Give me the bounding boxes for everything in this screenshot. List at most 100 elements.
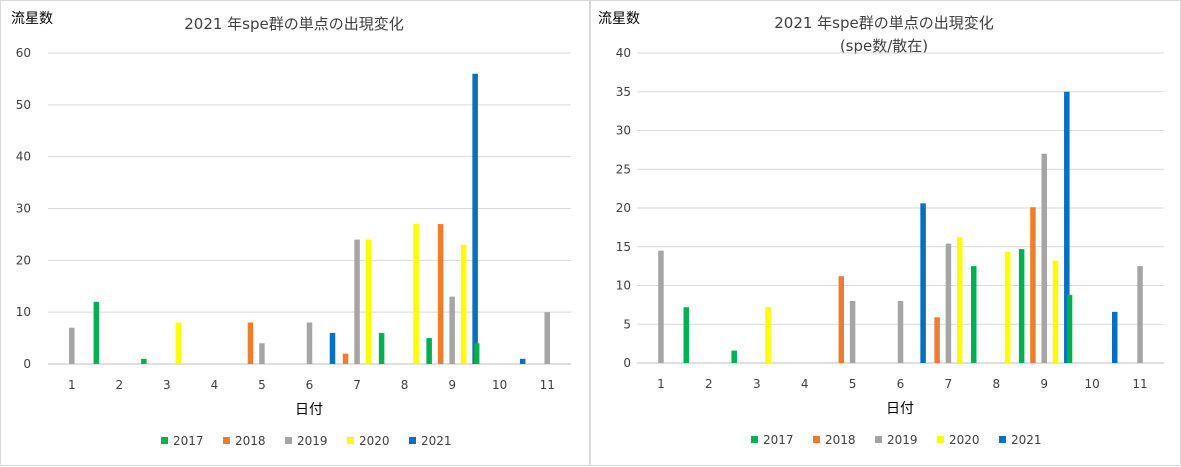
right-x-tick-label: 7 — [945, 377, 953, 391]
left-bar-2017-2 — [93, 301, 100, 364]
left-y-unit-label: 流星数 — [11, 11, 53, 27]
left-y-tick-label: 60 — [16, 46, 31, 60]
left-x-tick-label: 10 — [492, 378, 507, 392]
right-bars — [658, 91, 1143, 363]
left-legend-label-2017: 2017 — [173, 434, 204, 448]
right-bar-2017-10 — [1066, 294, 1073, 363]
left-bar-2017-3 — [141, 358, 147, 364]
right-y-tick-label: 30 — [616, 124, 631, 138]
left-bar-2020-3 — [175, 322, 182, 364]
right-legend-label-2018: 2018 — [825, 433, 856, 447]
left-bar-2018-7 — [342, 353, 349, 364]
left-y-tick-label: 20 — [16, 253, 31, 267]
left-x-axis-title: 日付 — [295, 402, 323, 418]
left-y-tick-labels: 0 10 20 30 40 50 60 — [16, 46, 31, 371]
right-legend-label-2017: 2017 — [763, 433, 794, 447]
chart-panel-right: 流星数 2021 年spe群の単点の出現変化 (spe数/散在) 日付 0 5 10… — [590, 0, 1181, 466]
right-chart-subtitle: (spe数/散在) — [840, 37, 928, 55]
right-x-tick-label: 4 — [801, 377, 809, 391]
right-bar-2020-9 — [1052, 260, 1059, 363]
right-bar-2018-5 — [838, 276, 845, 363]
left-bar-2018-9 — [437, 224, 444, 364]
right-x-tick-label: 10 — [1084, 377, 1099, 391]
left-bar-2019-7 — [354, 239, 360, 364]
right-bar-2017-8 — [970, 266, 977, 363]
left-x-tick-label: 2 — [115, 378, 123, 392]
left-bar-2019-11 — [544, 312, 550, 364]
left-x-tick-label: 6 — [306, 378, 314, 392]
right-bar-2018-7 — [934, 317, 940, 363]
left-gridlines — [48, 52, 571, 365]
right-bar-2021-10 — [1111, 311, 1118, 363]
right-legend-swatch-2019 — [875, 436, 882, 443]
right-bar-2019-7 — [945, 243, 952, 363]
left-x-tick-label: 7 — [353, 378, 361, 392]
left-legend-swatch-2017 — [161, 437, 168, 444]
right-bar-2017-2 — [683, 307, 690, 363]
left-x-tick-labels: 1 2 3 4 5 6 7 8 9 10 11 — [68, 378, 555, 392]
left-bar-2021-10 — [519, 358, 526, 364]
left-legend-label-2021: 2021 — [421, 434, 452, 448]
left-bar-2017-10 — [473, 343, 480, 364]
right-legend: 2017 2018 2019 2020 2021 — [751, 433, 1042, 447]
left-legend-label-2020: 2020 — [359, 434, 390, 448]
left-y-tick-label: 30 — [16, 202, 31, 216]
right-x-axis-title: 日付 — [886, 401, 914, 417]
left-bar-2017-8 — [378, 332, 385, 364]
right-y-tick-labels: 0 5 10 15 20 25 30 35 40 — [616, 46, 631, 370]
chart-panel-left: 流星数 2021 年spe群の単点の出現変化 日付 0 10 20 30 40 50 60 … — [0, 0, 590, 466]
right-y-unit-label: 流星数 — [598, 11, 640, 27]
right-y-tick-label: 10 — [616, 279, 631, 293]
left-chart-title: 2021 年spe群の単点の出現変化 — [184, 15, 404, 33]
left-y-tick-label: 0 — [23, 357, 31, 371]
left-bar-2018-5 — [247, 322, 254, 364]
right-y-tick-label: 20 — [616, 201, 631, 215]
left-x-tick-label: 8 — [401, 378, 409, 392]
right-y-tick-label: 25 — [616, 162, 631, 176]
left-x-tick-label: 11 — [540, 378, 555, 392]
right-chart-title: 2021 年spe群の単点の出現変化 — [774, 14, 994, 32]
right-y-tick-label: 5 — [623, 317, 631, 331]
right-y-tick-label: 0 — [623, 356, 631, 370]
right-legend-label-2020: 2020 — [949, 433, 980, 447]
left-bar-2020-8 — [413, 224, 419, 364]
right-x-tick-label: 2 — [705, 377, 713, 391]
left-legend-swatch-2020 — [347, 437, 354, 444]
right-bar-2019-5 — [849, 301, 856, 363]
left-x-tick-label: 3 — [163, 378, 171, 392]
right-x-tick-label: 5 — [849, 377, 857, 391]
left-x-tick-label: 1 — [68, 378, 76, 392]
left-legend-swatch-2018 — [223, 437, 230, 444]
right-x-tick-label: 8 — [992, 377, 1000, 391]
right-legend-swatch-2020 — [937, 436, 944, 443]
left-x-tick-label: 4 — [211, 378, 219, 392]
left-bar-2020-7 — [365, 239, 372, 364]
left-x-tick-label: 9 — [448, 378, 456, 392]
left-legend-swatch-2019 — [285, 437, 292, 444]
right-bar-2019-9 — [1041, 153, 1047, 363]
left-bar-2021-6 — [329, 332, 336, 364]
left-bar-2019-5 — [259, 343, 265, 364]
chart-left-svg: 流星数 2021 年spe群の単点の出現変化 日付 0102030405060 … — [11, 11, 571, 448]
right-legend-label-2019: 2019 — [887, 433, 918, 447]
right-bar-2020-3 — [765, 307, 771, 363]
left-x-tick-label: 5 — [258, 378, 266, 392]
right-legend-label-2021: 2021 — [1011, 433, 1042, 447]
left-bar-2021-9 — [472, 73, 478, 364]
right-bar-2021-6 — [920, 203, 926, 363]
right-bar-2017-9 — [1018, 249, 1025, 363]
right-x-tick-label: 9 — [1040, 377, 1048, 391]
right-bar-2017-3 — [731, 350, 737, 363]
left-bars — [69, 73, 550, 364]
left-bar-2019-6 — [306, 322, 313, 364]
right-bar-2020-7 — [956, 237, 963, 363]
left-legend-swatch-2021 — [409, 437, 416, 444]
right-bar-2021-9 — [1064, 91, 1070, 363]
right-legend-swatch-2021 — [999, 436, 1006, 443]
right-legend-swatch-2018 — [813, 436, 820, 443]
right-bar-2019-1 — [658, 250, 664, 363]
right-bar-2020-8 — [1004, 252, 1011, 363]
right-y-tick-label: 15 — [616, 240, 631, 254]
right-legend-swatch-2017 — [751, 436, 758, 443]
right-bar-2018-9 — [1030, 207, 1036, 363]
